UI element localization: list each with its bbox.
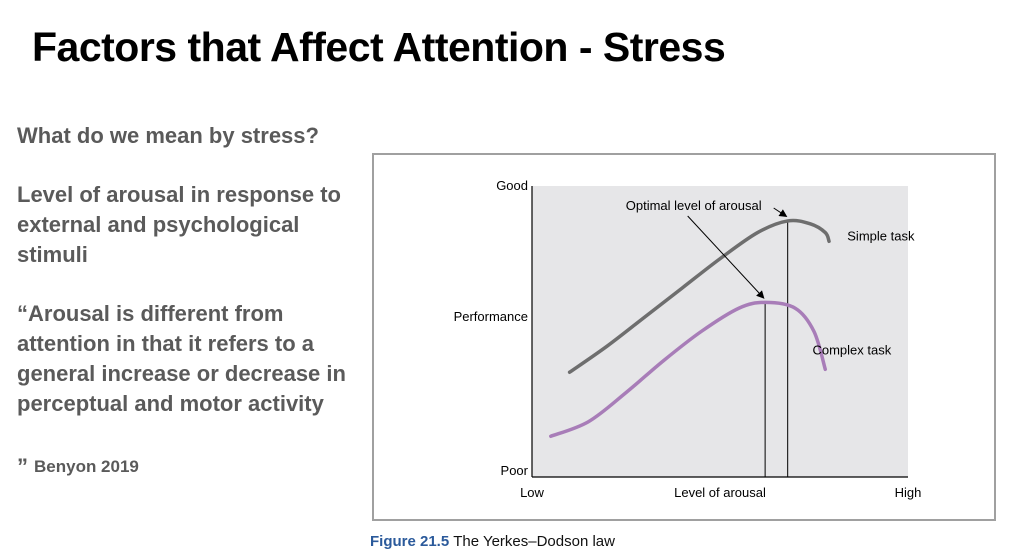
quote-text: “Arousal is different from attention in … (17, 299, 367, 419)
series-label-complex-task: Complex task (812, 342, 891, 357)
x-tick-label-low: Low (520, 485, 544, 500)
figure-caption: Figure 21.5 The Yerkes–Dodson law (370, 533, 615, 550)
annotation-arrow-complex (687, 215, 765, 299)
citation: ” Benyon 2019 (17, 452, 139, 479)
series-line-simple-task (567, 218, 831, 374)
quote-close-mark: ” (17, 454, 28, 479)
question-text: What do we mean by stress? (17, 123, 319, 148)
plot-background (532, 186, 908, 477)
figure-number: Figure 21.5 (370, 533, 450, 550)
series-label-simple-task: Simple task (847, 228, 915, 243)
yerkes-dodson-chart: Simple task Complex task Good Poor Perfor… (454, 178, 922, 500)
x-axis-label: Level of arousal (674, 485, 766, 500)
slide-title: Factors that Affect Attention - Stress (32, 24, 726, 70)
citation-text: Benyon 2019 (34, 457, 139, 476)
quote-body: Arousal is different from attention in t… (17, 301, 346, 416)
definition-text: Level of arousal in response to external… (17, 182, 341, 267)
series-line-complex-task (549, 300, 828, 439)
quote-open-mark: “ (17, 301, 28, 326)
y-axis-label: Performance (454, 309, 528, 324)
annotation-arrow-simple (773, 207, 788, 218)
y-tick-label-good: Good (496, 178, 528, 193)
y-tick-label-poor: Poor (501, 463, 529, 478)
optimal-arousal-annotation: Optimal level of arousal (626, 198, 762, 213)
chart-frame: Simple task Complex task Good Poor Perfor… (372, 153, 996, 521)
x-tick-label-high: High (895, 485, 922, 500)
figure-caption-text: The Yerkes–Dodson law (453, 533, 615, 550)
